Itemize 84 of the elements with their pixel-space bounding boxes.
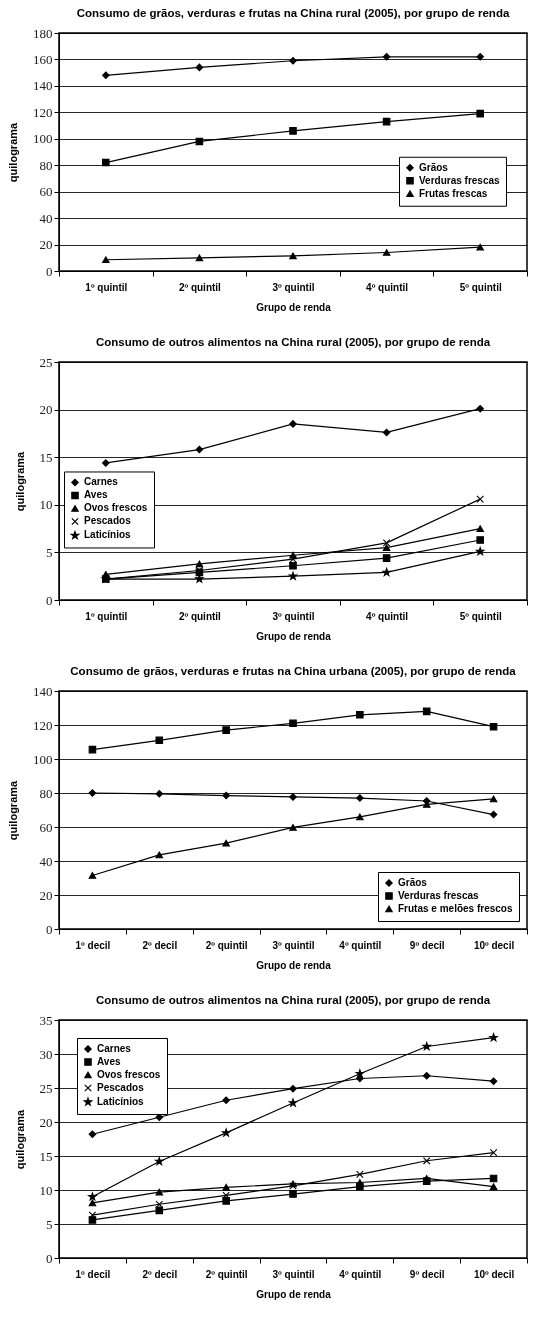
legend-label: Pescados — [84, 515, 132, 527]
x-tick-label: 2º quintil — [178, 610, 222, 622]
x-tick-label: 4º quintil — [366, 281, 409, 293]
y-tick-label: 140 — [33, 683, 53, 699]
y-tick-label: 25 — [39, 1080, 53, 1096]
x-axis-title: Grupo de renda — [256, 1288, 332, 1300]
x-tick-label: 10º decil — [473, 1268, 515, 1280]
y-tick-label: 15 — [39, 1148, 53, 1164]
y-axis-title: quilograma — [7, 121, 19, 183]
y-tick-label: 100 — [33, 131, 53, 147]
y-tick-label: 40 — [39, 210, 53, 226]
x-tick-label: 1º decil — [75, 939, 111, 951]
legend-label: Aves — [97, 1056, 121, 1067]
y-tick-label: 100 — [33, 751, 53, 767]
y-tick-label: 80 — [39, 785, 53, 801]
y-tick-label: 0 — [46, 1250, 53, 1266]
x-tick-label: 1º decil — [75, 1268, 111, 1280]
legend-label: Grãos — [419, 161, 449, 173]
legend-label: Frutas frescas — [419, 187, 488, 199]
y-tick-label: 80 — [39, 157, 53, 173]
y-tick-label: 160 — [33, 51, 53, 67]
y-tick-label: 25 — [39, 354, 53, 370]
y-tick-label: 15 — [39, 449, 53, 465]
legend-label: Laticínios — [97, 1096, 145, 1107]
y-tick-label: 120 — [33, 717, 53, 733]
x-tick-label: 3º quintil — [272, 1268, 315, 1280]
x-tick-label: 5º quintil — [459, 610, 502, 622]
y-tick-label: 20 — [39, 402, 53, 418]
y-tick-label: 10 — [39, 497, 53, 513]
x-tick-label: 1º quintil — [85, 610, 128, 622]
x-axis-title: Grupo de renda — [256, 630, 332, 642]
legend-label: Laticínios — [84, 529, 132, 541]
legend-label: Carnes — [97, 1043, 132, 1054]
y-axis-title: quilograma — [13, 450, 26, 512]
legend-label: Frutas e melões frescos — [398, 903, 513, 914]
legend-label: Grãos — [398, 877, 428, 888]
x-axis-title: Grupo de renda — [256, 959, 332, 971]
y-tick-label: 40 — [39, 853, 53, 869]
y-tick-label: 35 — [39, 1012, 53, 1028]
chart-title: Consumo de outros alimentos na China rural (2005), por grupo de renda — [95, 993, 491, 1006]
x-tick-label: 2º quintil — [178, 281, 222, 293]
y-tick-label: 30 — [39, 1046, 53, 1062]
x-tick-label: 9º decil — [409, 939, 445, 951]
y-axis-title: quilograma — [13, 1108, 26, 1170]
legend-label: Verduras frescas — [398, 890, 480, 901]
legend-label: Carnes — [84, 476, 119, 488]
y-tick-label: 5 — [46, 544, 53, 560]
y-tick-label: 180 — [33, 25, 53, 41]
legend-label: Pescados — [97, 1082, 145, 1093]
y-tick-label: 20 — [39, 887, 53, 903]
x-tick-label: 2º quintil — [205, 939, 248, 951]
x-tick-label: 1º quintil — [85, 281, 128, 293]
y-tick-label: 0 — [46, 592, 53, 608]
chart-title: Consumo de outros alimentos na China rural (2005), por grupo de renda — [95, 335, 491, 348]
y-tick-label: 140 — [33, 78, 53, 94]
chart-title: Consumo de grãos, verduras e frutas na China rural (2005), por grupo de renda — [76, 6, 510, 19]
legend-label: Ovos frescos — [97, 1069, 161, 1080]
x-tick-label: 9º decil — [409, 1268, 445, 1280]
x-tick-label: 3º quintil — [272, 939, 315, 951]
y-tick-label: 20 — [39, 1114, 53, 1130]
x-tick-label: 10º decil — [473, 939, 515, 951]
chart-title: Consumo de grãos, verduras e frutas na China urbana (2005), por grupo de renda — [70, 664, 517, 677]
y-tick-label: 60 — [39, 819, 53, 835]
x-tick-label: 2º decil — [142, 1268, 178, 1280]
y-tick-label: 120 — [33, 104, 53, 120]
legend-label: Verduras frescas — [419, 174, 501, 186]
y-axis-title: quilograma — [7, 779, 19, 841]
y-tick-label: 0 — [46, 263, 53, 279]
x-tick-label: 2º quintil — [205, 1268, 248, 1280]
x-tick-label: 4º quintil — [339, 939, 382, 951]
x-tick-label: 3º quintil — [272, 610, 315, 622]
x-tick-label: 4º quintil — [366, 610, 409, 622]
legend-label: Aves — [84, 489, 108, 501]
y-tick-label: 0 — [46, 921, 53, 937]
x-tick-label: 4º quintil — [339, 1268, 382, 1280]
y-tick-label: 5 — [46, 1216, 53, 1232]
x-tick-label: 2º decil — [142, 939, 178, 951]
y-tick-label: 20 — [39, 237, 53, 253]
y-tick-label: 10 — [39, 1182, 53, 1198]
x-tick-label: 3º quintil — [272, 281, 315, 293]
y-tick-label: 60 — [39, 184, 53, 200]
x-tick-label: 5º quintil — [459, 281, 502, 293]
x-axis-title: Grupo de renda — [256, 301, 332, 313]
legend-label: Ovos frescos — [84, 502, 148, 514]
